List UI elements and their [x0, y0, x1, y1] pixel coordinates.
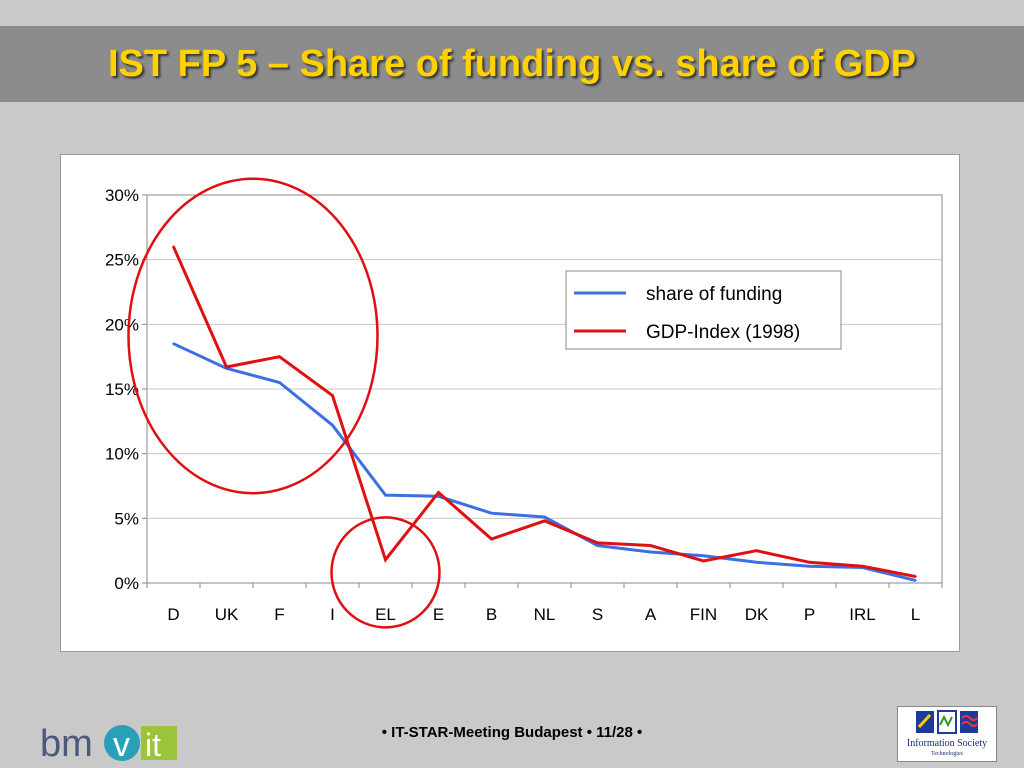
ist-logo: Information Society Technologies [897, 706, 997, 762]
x-tick-label: UK [215, 605, 239, 624]
data-point [596, 541, 599, 545]
y-tick-label: 25% [105, 251, 139, 270]
logo-square [141, 726, 177, 760]
data-point [331, 424, 334, 427]
data-point [437, 495, 440, 498]
y-tick-label: 30% [105, 186, 139, 205]
y-tick-label: 10% [105, 445, 139, 464]
y-tick-label: 15% [105, 380, 139, 399]
x-tick-label: F [274, 605, 284, 624]
data-point [172, 342, 175, 345]
highlight-circle-large [127, 177, 379, 495]
slide-title: IST FP 5 – Share of funding vs. share of… [107, 42, 917, 85]
x-tick-label: NL [534, 605, 556, 624]
chart-container: 0% 5% 10% 15% 20% 25% 30% D UK F I EL E B NL S A FIN DK P IR… [60, 154, 960, 652]
line-chart: 0% 5% 10% 15% 20% 25% 30% D UK F I EL E B NL S A FIN DK P IR… [105, 177, 943, 629]
legend-label: GDP-Index (1998) [646, 322, 800, 343]
highlight-circle-small [330, 516, 441, 629]
logo-bm-text: bm [40, 723, 93, 764]
slide-footer: • IT-STAR-Meeting Budapest • 11/28 • [381, 724, 643, 741]
data-point [755, 549, 758, 552]
x-tick-label: I [330, 605, 335, 624]
ist-logo-icons [916, 710, 978, 734]
data-point [649, 550, 652, 554]
data-point [702, 554, 705, 558]
data-point [543, 519, 546, 523]
x-tick-label: A [645, 605, 657, 624]
data-point [861, 564, 864, 568]
title-bar: IST FP 5 – Share of funding vs. share of… [0, 26, 1024, 102]
x-tick-label: P [804, 605, 815, 624]
data-point [808, 564, 811, 568]
data-point [278, 381, 281, 384]
legend-box [565, 270, 842, 350]
ist-arrow-icon [917, 713, 932, 729]
ist-lines-icon [961, 715, 978, 727]
data-point [649, 544, 652, 547]
y-tick-label: 5% [114, 509, 139, 528]
x-tick-label: L [911, 605, 920, 624]
x-tick-label: E [433, 605, 444, 624]
ist-logo-subtext: Technologies [931, 751, 963, 757]
data-point [384, 558, 387, 561]
bmvit-logo: bm v it [40, 723, 177, 764]
data-point [172, 245, 175, 248]
data-point [490, 537, 493, 541]
y-tick-label: 20% [105, 315, 139, 334]
logo-it-text: it [145, 727, 161, 763]
data-point [437, 491, 440, 494]
data-point [755, 561, 758, 564]
data-point [914, 575, 917, 578]
legend-label: share of funding [646, 284, 782, 305]
data-point [278, 355, 281, 358]
data-point [225, 365, 228, 369]
data-point [914, 579, 917, 582]
x-tick-label: IRL [849, 605, 875, 624]
ist-wave-icon [939, 714, 953, 728]
data-point [490, 511, 493, 515]
data-point [702, 559, 705, 563]
logo-circle [104, 725, 140, 761]
x-tick-label: D [167, 605, 179, 624]
x-tick-label: S [592, 605, 603, 624]
data-point [384, 493, 387, 497]
y-tick-label: 0% [114, 574, 139, 593]
data-point [543, 515, 546, 519]
logo-v-text: v [113, 726, 130, 764]
data-point [331, 394, 334, 397]
data-point [808, 561, 811, 564]
ist-logo-text: Information Society [906, 738, 988, 749]
x-tick-label: DK [745, 605, 769, 624]
x-tick-label: EL [375, 605, 396, 624]
x-tick-label: FIN [690, 605, 717, 624]
data-point [596, 544, 599, 547]
x-tick-label: B [486, 605, 497, 624]
